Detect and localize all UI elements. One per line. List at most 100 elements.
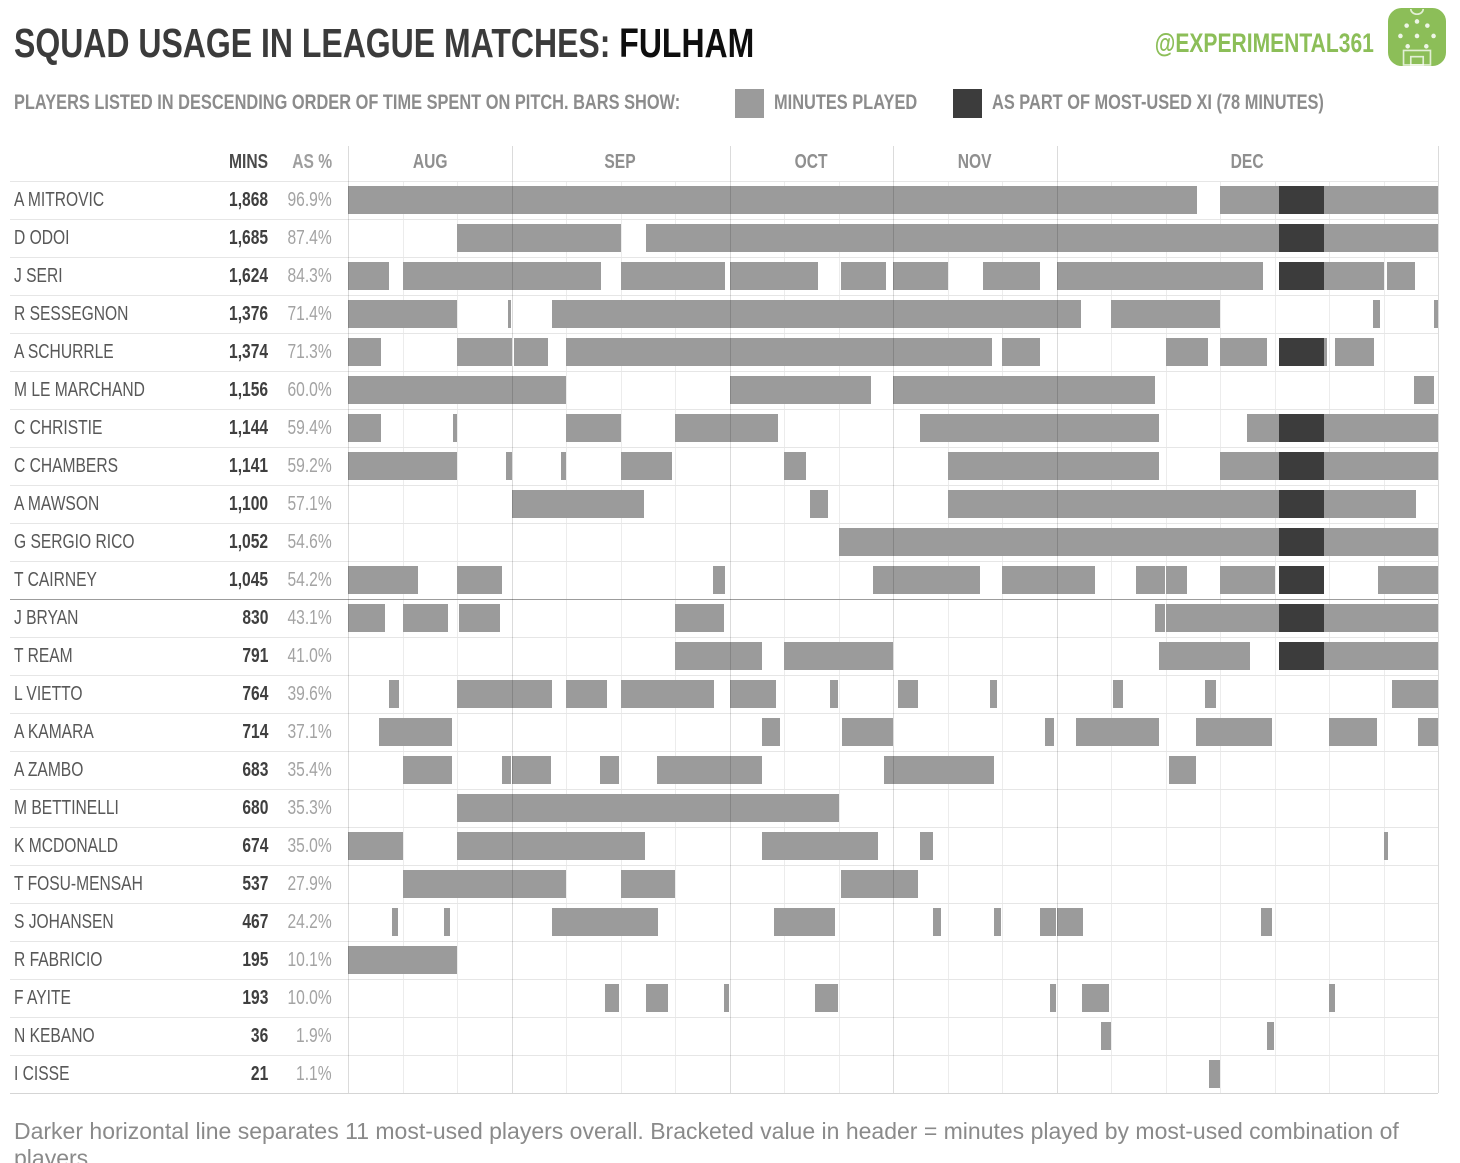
minutes-bar-segment [620, 680, 675, 708]
minutes-bar-segment [402, 604, 448, 632]
most-used-xi-bar-segment [1279, 566, 1325, 594]
month-label: NOV [957, 151, 992, 173]
minutes-bar-segment [443, 908, 451, 936]
minutes-bar-segment [893, 756, 948, 784]
player-pct: 54.2% [287, 569, 332, 591]
minutes-bar-segment [1165, 262, 1220, 290]
month-label: SEP [604, 151, 637, 173]
minutes-bar-segment [784, 338, 839, 366]
minutes-bar-segment [620, 832, 645, 860]
player-pct: 54.6% [287, 531, 332, 553]
minutes-bar-segment [1329, 604, 1384, 632]
minutes-bar-segment [566, 680, 608, 708]
minutes-bar-segment [511, 832, 566, 860]
minutes-bar-segment [402, 376, 457, 404]
minutes-bar-segment [893, 870, 918, 898]
minutes-bar-segment [1209, 1060, 1220, 1088]
minutes-bar-segment [566, 794, 621, 822]
minutes-bar-segment [656, 756, 675, 784]
minutes-bar-segment [1413, 376, 1435, 404]
minutes-bar-segment [402, 300, 457, 328]
minutes-bar-segment [388, 680, 399, 708]
minutes-bar-segment [947, 376, 1002, 404]
minutes-bar-segment [646, 224, 675, 252]
grid-month-vline [1438, 146, 1439, 1093]
minutes-bar-segment [645, 984, 669, 1012]
most-used-xi-bar-segment [1279, 262, 1325, 290]
minutes-bar-segment [457, 870, 512, 898]
minutes-bar-segment [1334, 338, 1374, 366]
grid-row-hline [10, 409, 1438, 410]
legend-label-most-used-xi: AS PART OF MOST-USED XI (78 MINUTES) [992, 91, 1324, 114]
minutes-bar-segment [566, 262, 602, 290]
most-used-xi-bar-segment [1279, 528, 1325, 556]
minutes-bar-segment [1383, 528, 1438, 556]
minutes-bar-segment [348, 186, 403, 214]
grid-row-hline [10, 333, 1438, 334]
minutes-bar-segment [566, 224, 621, 252]
minutes-bar-segment [348, 414, 381, 442]
minutes-bar-segment [841, 870, 893, 898]
minutes-bar-segment [1056, 452, 1111, 480]
grid-row-hline [10, 751, 1438, 752]
player-name: F AYITE [14, 987, 71, 1009]
minutes-bar-segment [784, 376, 839, 404]
minutes-bar-segment [814, 984, 838, 1012]
minutes-bar-segment [1383, 490, 1417, 518]
grid-row-hline [10, 941, 1438, 942]
minutes-bar-segment [675, 186, 730, 214]
minutes-bar-segment [1220, 604, 1275, 632]
minutes-bar-segment [675, 300, 730, 328]
player-mins: 791 [241, 645, 268, 667]
player-pct: 84.3% [287, 265, 332, 287]
most-used-xi-bar-segment [1279, 414, 1325, 442]
most-used-xi-bar-segment [1279, 604, 1325, 632]
minutes-bar-segment [784, 642, 839, 670]
player-mins: 674 [241, 835, 268, 857]
minutes-bar-segment [348, 604, 385, 632]
minutes-bar-segment [348, 300, 403, 328]
minutes-bar-segment [1111, 414, 1159, 442]
minutes-bar-segment [675, 414, 730, 442]
minutes-bar-segment [784, 224, 839, 252]
minutes-bar-segment [566, 490, 621, 518]
minutes-bar-segment [729, 794, 784, 822]
minutes-bar-segment [1329, 262, 1384, 290]
minutes-bar-segment [1002, 300, 1057, 328]
minutes-bar-segment [1112, 680, 1124, 708]
grid-row-hline [10, 523, 1438, 524]
grid-row-hline [10, 371, 1438, 372]
minutes-bar-segment [873, 566, 893, 594]
attribution-handle: @EXPERIMENTAL361 [1154, 28, 1374, 58]
minutes-bar-segment [1056, 414, 1111, 442]
minutes-bar-segment [920, 414, 948, 442]
minutes-bar-segment [838, 832, 879, 860]
minutes-bar-segment [1220, 262, 1264, 290]
minutes-bar-segment [1111, 224, 1166, 252]
player-pct: 27.9% [287, 873, 332, 895]
column-header-mins: MINS [229, 151, 268, 173]
player-name: G SERGIO RICO [14, 531, 135, 553]
minutes-bar-segment [675, 756, 730, 784]
legend-swatch-minutes-played [735, 89, 764, 118]
minutes-bar-segment [1111, 376, 1155, 404]
minutes-bar-segment [457, 262, 512, 290]
grid-month-vline [729, 146, 731, 1093]
player-name: T REAM [14, 645, 73, 667]
player-mins: 36 [250, 1025, 268, 1047]
player-pct: 1.9% [296, 1025, 332, 1047]
player-mins: 1,141 [228, 455, 268, 477]
minutes-bar-segment [898, 680, 918, 708]
minutes-bar-segment [402, 718, 452, 746]
minutes-bar-segment [552, 908, 566, 936]
player-pct: 60.0% [287, 379, 332, 401]
title-team: FULHAM [619, 20, 755, 66]
grid-row-hline [10, 485, 1438, 486]
minutes-bar-segment [348, 832, 403, 860]
minutes-bar-segment [762, 832, 784, 860]
player-pct: 35.4% [287, 759, 332, 781]
minutes-bar-segment [1383, 604, 1438, 632]
minutes-bar-segment [893, 376, 948, 404]
minutes-bar-segment [566, 338, 621, 366]
grid-month-vline [511, 146, 513, 1093]
